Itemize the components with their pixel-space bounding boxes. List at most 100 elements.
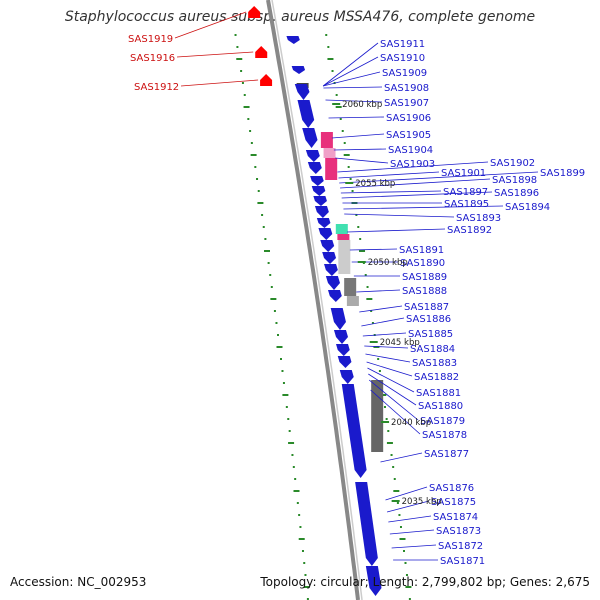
reverse-gene-arrow[interactable]	[294, 84, 310, 100]
reverse-gene-arrow[interactable]	[333, 330, 349, 344]
feature-block[interactable]	[338, 240, 351, 274]
feature-block[interactable]	[337, 234, 350, 240]
gene-label-sas1889[interactable]: SAS1889	[402, 272, 447, 283]
forward-gene-arrow[interactable]	[255, 46, 268, 58]
feature-block[interactable]	[325, 158, 338, 180]
gene-label-sas1878[interactable]: SAS1878	[422, 430, 467, 441]
label-leader	[341, 191, 493, 199]
gene-label-sas1919[interactable]: SAS1919	[128, 34, 173, 45]
reverse-gene-arrow[interactable]	[314, 206, 329, 218]
gene-label-sas1896[interactable]: SAS1896	[494, 188, 539, 199]
gene-label-sas1882[interactable]: SAS1882	[414, 372, 459, 383]
gene-label-sas1910[interactable]: SAS1910	[380, 53, 425, 64]
label-leader	[338, 171, 440, 179]
label-leader	[174, 11, 247, 39]
label-leaders	[174, 11, 539, 561]
gene-label-sas1916[interactable]: SAS1916	[130, 53, 175, 64]
gene-label-sas1901[interactable]: SAS1901	[441, 168, 486, 179]
gene-label-sas1894[interactable]: SAS1894	[505, 202, 550, 213]
reverse-gene-arrow[interactable]	[322, 252, 337, 264]
label-leader	[344, 213, 455, 218]
reverse-gene-arrow[interactable]	[330, 308, 346, 330]
gene-label-sas1890[interactable]: SAS1890	[400, 258, 445, 269]
feature-block[interactable]	[371, 380, 384, 452]
gene-label-sas1874[interactable]: SAS1874	[433, 512, 478, 523]
gene-label-sas1875[interactable]: SAS1875	[431, 497, 476, 508]
reverse-gene-arrow[interactable]	[313, 196, 327, 206]
gene-label-sas1876[interactable]: SAS1876	[429, 483, 474, 494]
reverse-gene-arrow[interactable]	[324, 264, 338, 276]
label-leader	[343, 205, 504, 210]
reverse-gene-arrow[interactable]	[286, 36, 300, 44]
gene-label-sas1893[interactable]: SAS1893	[456, 213, 501, 224]
gene-label-sas1881[interactable]: SAS1881	[416, 388, 461, 399]
genome-title: Staphylococcus aureus subsp. aureus MSSA…	[64, 9, 536, 25]
feature-block[interactable]	[323, 148, 336, 158]
kbp-label: 2045 kbp	[380, 338, 420, 348]
reverse-gene-arrow[interactable]	[305, 150, 320, 162]
reverse-gene-arrow[interactable]	[311, 186, 326, 196]
reverse-gene-arrow[interactable]	[297, 100, 315, 128]
reverse-gene-arrow[interactable]	[327, 290, 342, 302]
gene-label-sas1898[interactable]: SAS1898	[492, 175, 537, 186]
gene-label-sas1879[interactable]: SAS1879	[420, 416, 465, 427]
gene-track	[248, 6, 382, 596]
reverse-gene-arrow[interactable]	[316, 218, 331, 228]
gene-label-sas1903[interactable]: SAS1903	[390, 159, 435, 170]
gene-label-sas1872[interactable]: SAS1872	[438, 541, 483, 552]
forward-gene-arrow[interactable]	[260, 74, 273, 86]
reverse-gene-arrow[interactable]	[355, 482, 378, 566]
feature-block[interactable]	[320, 132, 333, 148]
reverse-gene-arrow[interactable]	[336, 344, 350, 356]
gene-label-sas1911[interactable]: SAS1911	[380, 39, 425, 50]
label-leader	[365, 353, 411, 363]
reverse-gene-arrow[interactable]	[310, 176, 324, 186]
kbp-label: 2055 kbp	[355, 179, 395, 189]
gene-label-sas1873[interactable]: SAS1873	[436, 526, 481, 537]
gene-label-sas1886[interactable]: SAS1886	[406, 314, 451, 325]
gene-label-sas1895[interactable]: SAS1895	[444, 199, 489, 210]
label-leader	[370, 389, 421, 435]
gene-label-sas1905[interactable]: SAS1905	[386, 130, 431, 141]
gene-label-sas1888[interactable]: SAS1888	[402, 286, 447, 297]
forward-gene-arrow[interactable]	[248, 6, 261, 18]
gene-label-sas1909[interactable]: SAS1909	[382, 68, 427, 79]
reverse-gene-arrow[interactable]	[307, 162, 322, 174]
reverse-gene-arrow[interactable]	[341, 384, 367, 478]
label-leader	[356, 289, 401, 293]
label-leader	[380, 452, 423, 463]
gene-label-sas1902[interactable]: SAS1902	[490, 158, 535, 169]
reverse-gene-arrow[interactable]	[291, 66, 306, 74]
label-leader	[368, 373, 417, 406]
gene-label-sas1871[interactable]: SAS1871	[440, 556, 485, 567]
feature-block[interactable]	[346, 296, 359, 306]
gene-label-sas1892[interactable]: SAS1892	[447, 225, 492, 236]
feature-block[interactable]	[344, 278, 357, 296]
gene-label-sas1907[interactable]: SAS1907	[384, 98, 429, 109]
gene-label-sas1897[interactable]: SAS1897	[443, 187, 488, 198]
label-leader	[385, 486, 428, 501]
gene-label-sas1877[interactable]: SAS1877	[424, 449, 469, 460]
reverse-gene-arrow[interactable]	[365, 566, 382, 596]
gene-label-sas1906[interactable]: SAS1906	[386, 113, 431, 124]
reverse-gene-arrow[interactable]	[337, 356, 352, 368]
reverse-gene-arrow[interactable]	[320, 240, 335, 252]
gene-label-sas1899[interactable]: SAS1899	[540, 168, 585, 179]
gene-label-sas1904[interactable]: SAS1904	[388, 145, 433, 156]
gene-label-sas1887[interactable]: SAS1887	[404, 302, 449, 313]
gene-label-sas1891[interactable]: SAS1891	[399, 245, 444, 256]
gene-label-sas1884[interactable]: SAS1884	[410, 344, 455, 355]
gene-label-sas1912[interactable]: SAS1912	[134, 82, 179, 93]
gene-label-sas1908[interactable]: SAS1908	[384, 83, 429, 94]
reverse-gene-arrow[interactable]	[302, 128, 318, 148]
gene-label-sas1880[interactable]: SAS1880	[418, 401, 463, 412]
gene-label-sas1883[interactable]: SAS1883	[412, 358, 457, 369]
gene-label-sas1885[interactable]: SAS1885	[408, 329, 453, 340]
reverse-gene-arrow[interactable]	[325, 276, 340, 290]
label-leader	[364, 345, 409, 349]
label-leader	[328, 116, 385, 119]
feature-block[interactable]	[335, 224, 348, 234]
reverse-gene-arrow[interactable]	[318, 228, 333, 240]
reverse-gene-arrow[interactable]	[339, 370, 354, 384]
